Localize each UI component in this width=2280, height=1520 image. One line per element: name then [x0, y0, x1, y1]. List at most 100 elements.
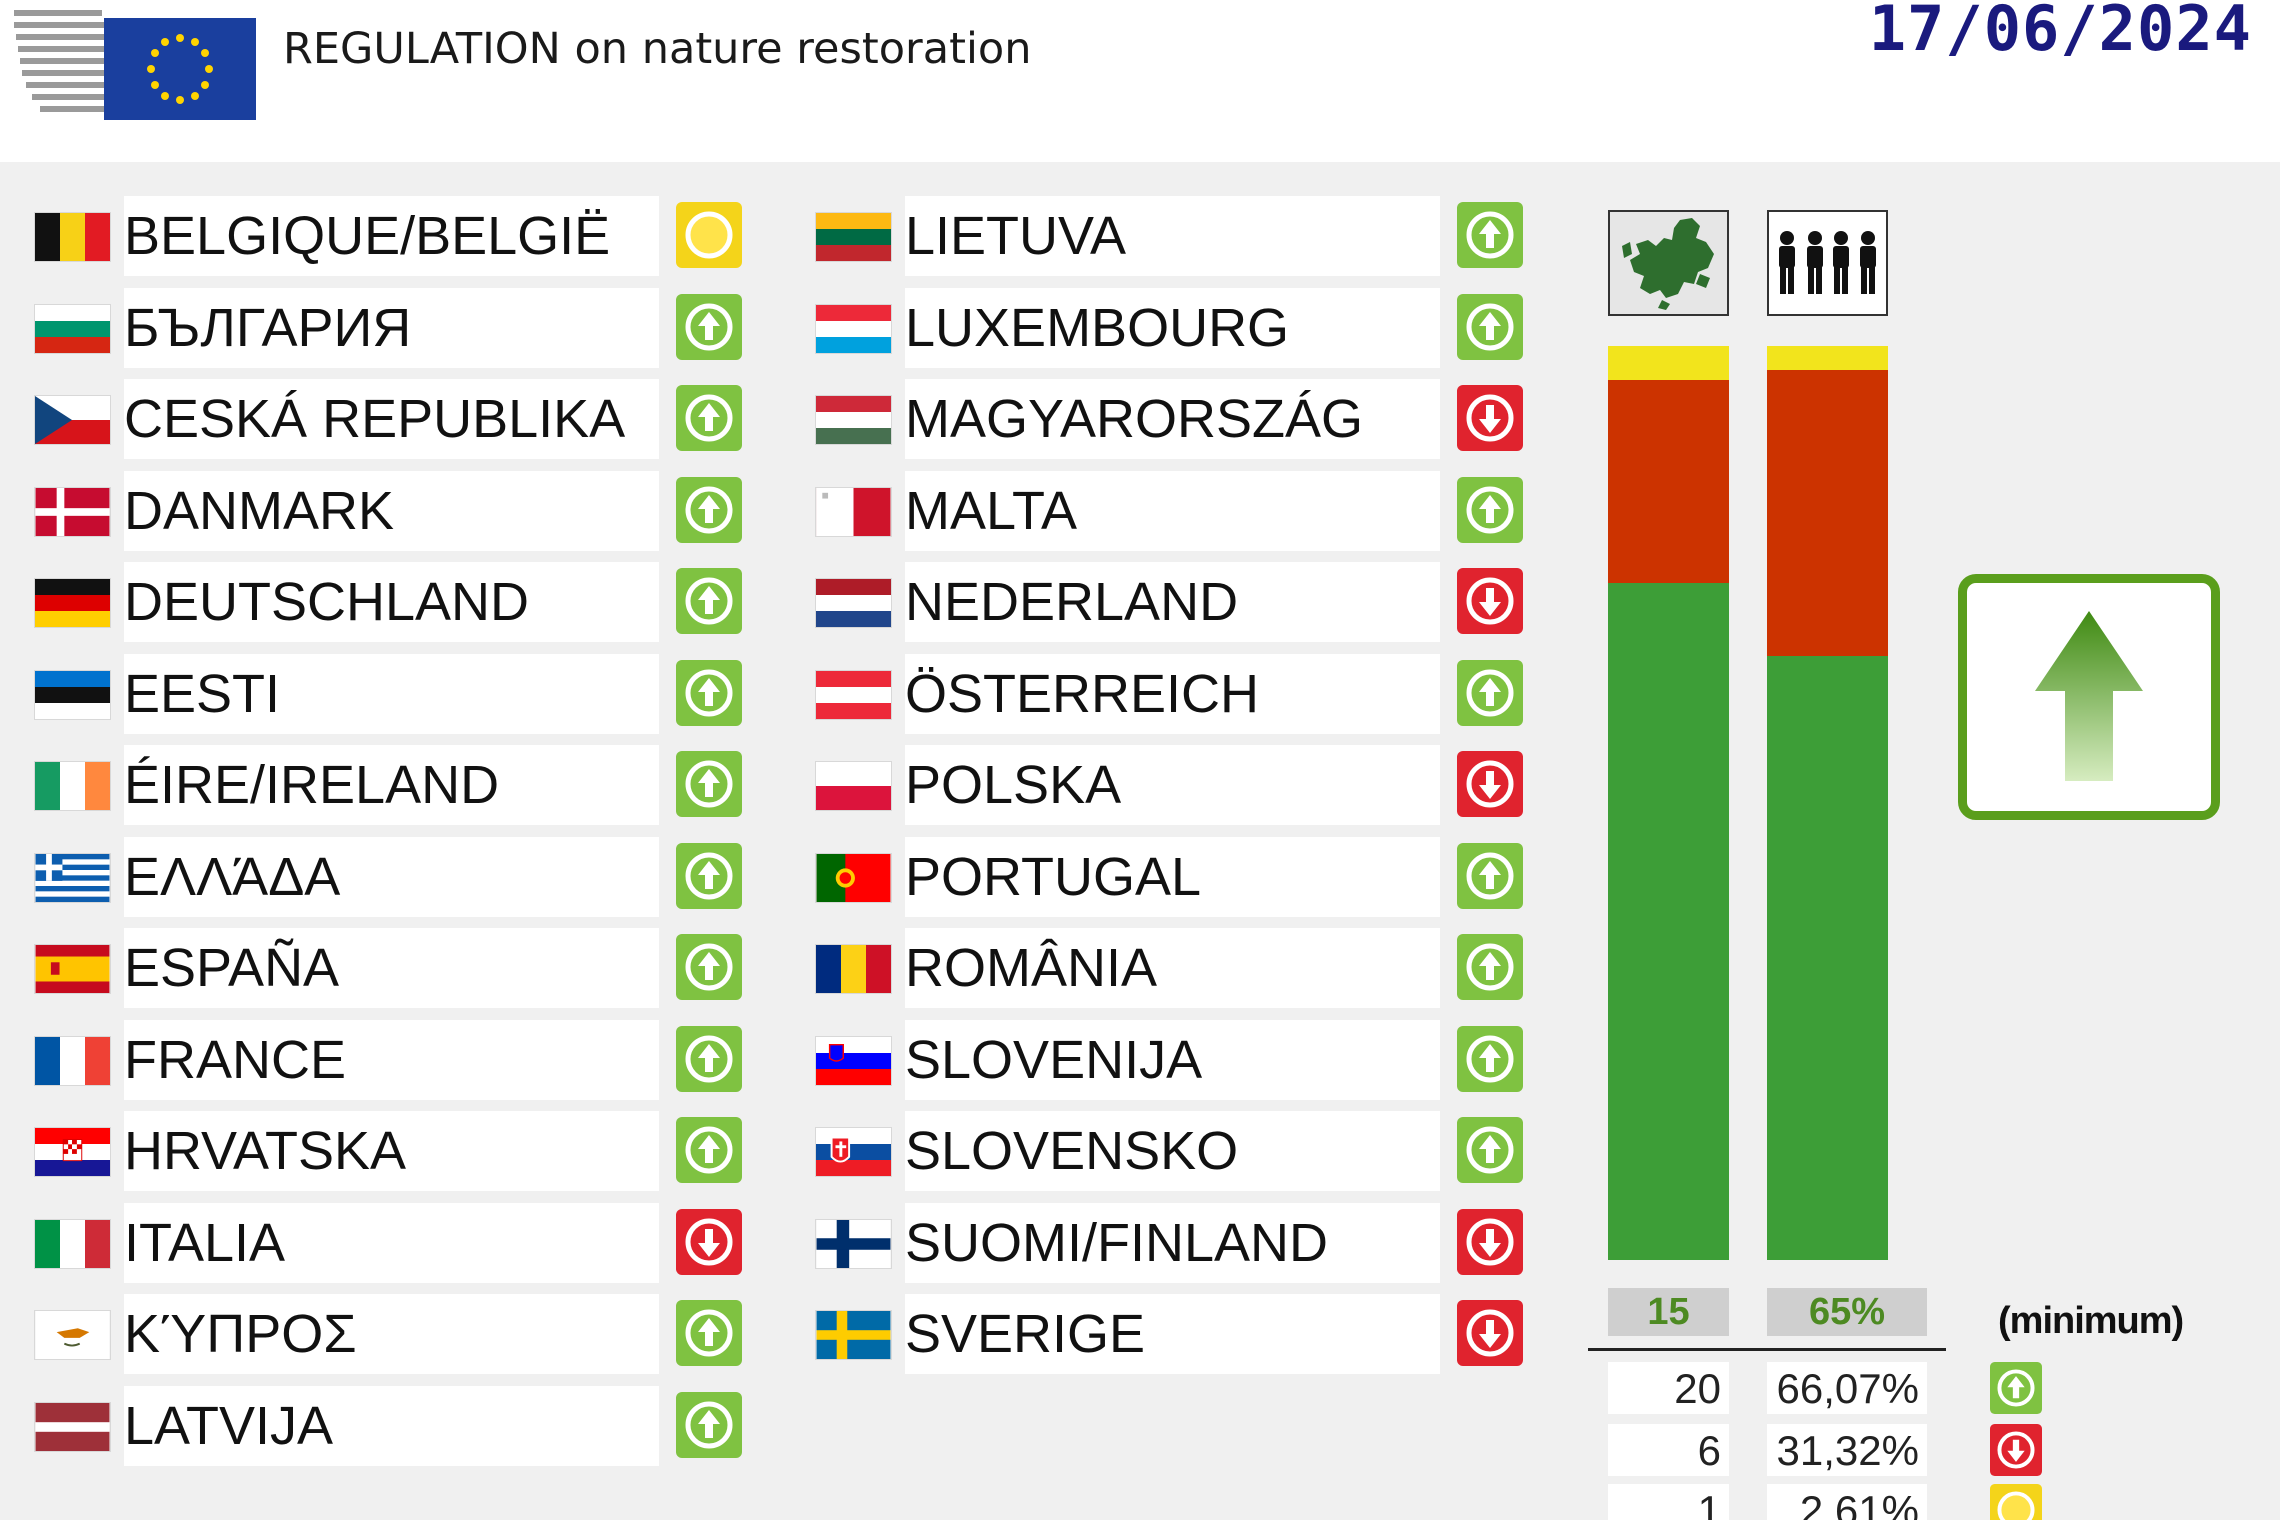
states-threshold: 15	[1608, 1288, 1729, 1336]
country-name: LUXEMBOURG	[905, 297, 1290, 358]
country-row-cy: ΚΎΠΡΟΣ	[34, 1294, 746, 1374]
abstain-states-count: 1	[1608, 1484, 1729, 1520]
country-name: HRVATSKA	[124, 1121, 407, 1181]
country-name: FRANCE	[124, 1029, 347, 1090]
country-row-fi: SUOMI/FINLAND	[815, 1202, 1527, 1283]
country-name: POLSKA	[905, 755, 1122, 815]
vote-date: 17/06/2024	[1868, 0, 2252, 65]
flag-sk-icon	[815, 1127, 892, 1177]
country-name: CESKÁ REPUBLIKA	[124, 389, 626, 449]
yes-vote-icon	[676, 1300, 742, 1366]
country-name: PORTUGAL	[905, 846, 1202, 907]
country-row-es: ESPAÑA	[34, 928, 746, 1008]
flag-it-icon	[34, 1218, 111, 1269]
country-name-box: MAGYARORSZÁG	[905, 379, 1440, 459]
states-stacked-bar	[1608, 346, 1729, 1260]
population-icon	[1767, 210, 1888, 316]
abstain-vote-icon	[676, 202, 742, 268]
country-name: ROMÂNIA	[905, 938, 1158, 998]
flag-hr-icon	[34, 1127, 111, 1177]
flag-dk-icon	[34, 486, 111, 537]
country-name-box: SLOVENIJA	[905, 1019, 1440, 1100]
country-name-box: ITALIA	[124, 1202, 659, 1283]
yes-vote-icon	[1457, 659, 1523, 726]
flag-ie-icon	[34, 761, 111, 811]
flag-cz-icon	[34, 395, 111, 445]
country-name-box: NEDERLAND	[905, 562, 1440, 642]
country-row-ro: ROMÂNIA	[815, 928, 1527, 1008]
country-row-pl: POLSKA	[815, 745, 1527, 825]
country-name: MALTA	[905, 480, 1078, 541]
country-name-box: FRANCE	[124, 1019, 659, 1100]
flag-be-icon	[34, 212, 111, 262]
country-name-box: DANMARK	[124, 470, 659, 551]
country-row-ie: ÉIRE/IRELAND	[34, 745, 746, 825]
flag-pt-icon	[815, 852, 892, 903]
yes-vote-icon	[676, 1025, 742, 1092]
population-threshold: 65%	[1767, 1288, 1927, 1336]
country-row-pt: PORTUGAL	[815, 836, 1527, 917]
minimum-label: (minimum)	[1998, 1300, 2184, 1342]
yes-bar-segment	[1608, 582, 1729, 1260]
country-name-box: ROMÂNIA	[905, 928, 1440, 1008]
country-name-box: SVERIGE	[905, 1294, 1440, 1374]
country-name: MAGYARORSZÁG	[905, 389, 1364, 449]
country-name-box: CESKÁ REPUBLIKA	[124, 379, 659, 459]
country-name-box: HRVATSKA	[124, 1111, 659, 1191]
country-row-lt: LIETUVA	[815, 196, 1527, 276]
country-name-box: SUOMI/FINLAND	[905, 1202, 1440, 1283]
country-name-box: ΚΎΠΡΟΣ	[124, 1294, 659, 1374]
country-name: LATVIJA	[124, 1395, 334, 1456]
yes-vote-icon	[676, 1117, 742, 1183]
yes-vote-icon	[676, 842, 742, 909]
country-name: EESTI	[124, 663, 281, 724]
yes-states-count: 20	[1608, 1362, 1729, 1414]
country-name-box: MALTA	[905, 470, 1440, 551]
country-name: SLOVENIJA	[905, 1029, 1203, 1090]
yes-vote-icon	[1457, 1117, 1523, 1183]
country-name-box: LATVIJA	[124, 1385, 659, 1466]
country-name: БЪЛГАРИЯ	[124, 297, 412, 358]
country-name-box: BELGIQUE/BELGIË	[124, 196, 659, 276]
country-name: ÉIRE/IRELAND	[124, 755, 500, 815]
flag-lu-icon	[815, 303, 892, 354]
yes-icon	[1990, 1362, 2042, 1414]
country-name-box: ÉIRE/IRELAND	[124, 745, 659, 825]
country-name: SLOVENSKO	[905, 1121, 1239, 1181]
country-row-lu: LUXEMBOURG	[815, 287, 1527, 368]
flag-fr-icon	[34, 1035, 111, 1086]
country-row-hu: MAGYARORSZÁG	[815, 379, 1527, 459]
flag-fi-icon	[815, 1218, 892, 1269]
flag-nl-icon	[815, 578, 892, 628]
yes-vote-icon	[1457, 1025, 1523, 1092]
country-name: ÖSTERREICH	[905, 663, 1260, 724]
no-states-count: 6	[1608, 1424, 1729, 1476]
population-stacked-bar	[1767, 346, 1888, 1260]
no-bar-segment	[1767, 369, 1888, 657]
country-row-mt: MALTA	[815, 470, 1527, 551]
no-population-share: 31,32%	[1767, 1424, 1927, 1476]
no-vote-icon	[1457, 568, 1523, 634]
country-row-bg: БЪЛГАРИЯ	[34, 287, 746, 368]
country-row-be: BELGIQUE/BELGIË	[34, 196, 746, 276]
country-name: ΚΎΠΡΟΣ	[124, 1304, 357, 1364]
no-icon	[1990, 1424, 2042, 1476]
country-row-hr: HRVATSKA	[34, 1111, 746, 1191]
country-name: ESPAÑA	[124, 938, 340, 998]
country-row-si: SLOVENIJA	[815, 1019, 1527, 1100]
country-name: ΕΛΛΆΔΑ	[124, 846, 341, 907]
flag-lv-icon	[34, 1401, 111, 1452]
flag-si-icon	[815, 1035, 892, 1086]
no-vote-icon	[1457, 751, 1523, 817]
yes-vote-icon	[676, 293, 742, 360]
country-name: LIETUVA	[905, 206, 1127, 266]
country-name-box: EESTI	[124, 653, 659, 734]
flag-at-icon	[815, 669, 892, 720]
country-row-it: ITALIA	[34, 1202, 746, 1283]
yes-vote-icon	[1457, 202, 1523, 268]
yes-vote-icon	[1457, 476, 1523, 543]
flag-de-icon	[34, 578, 111, 628]
country-name-box: PORTUGAL	[905, 836, 1440, 917]
country-name: SVERIGE	[905, 1304, 1146, 1364]
country-name: DANMARK	[124, 480, 395, 541]
